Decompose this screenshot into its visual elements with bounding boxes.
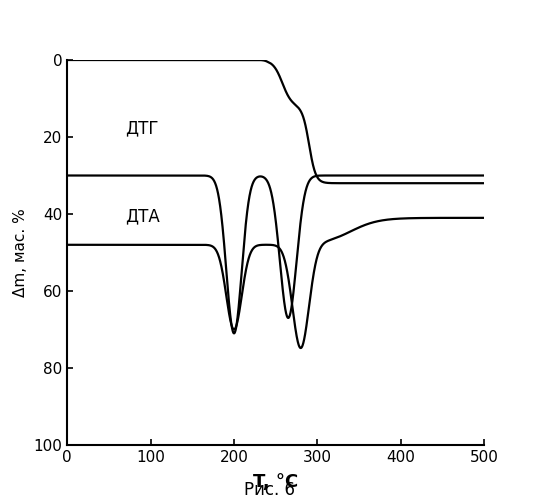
Text: ДТА: ДТА [125,208,160,226]
Text: Рис. 6: Рис. 6 [244,481,294,499]
X-axis label: T, °C: T, °C [253,473,299,491]
Text: ДТГ: ДТГ [125,119,159,137]
Y-axis label: Δm, мас. %: Δm, мас. % [13,208,28,297]
